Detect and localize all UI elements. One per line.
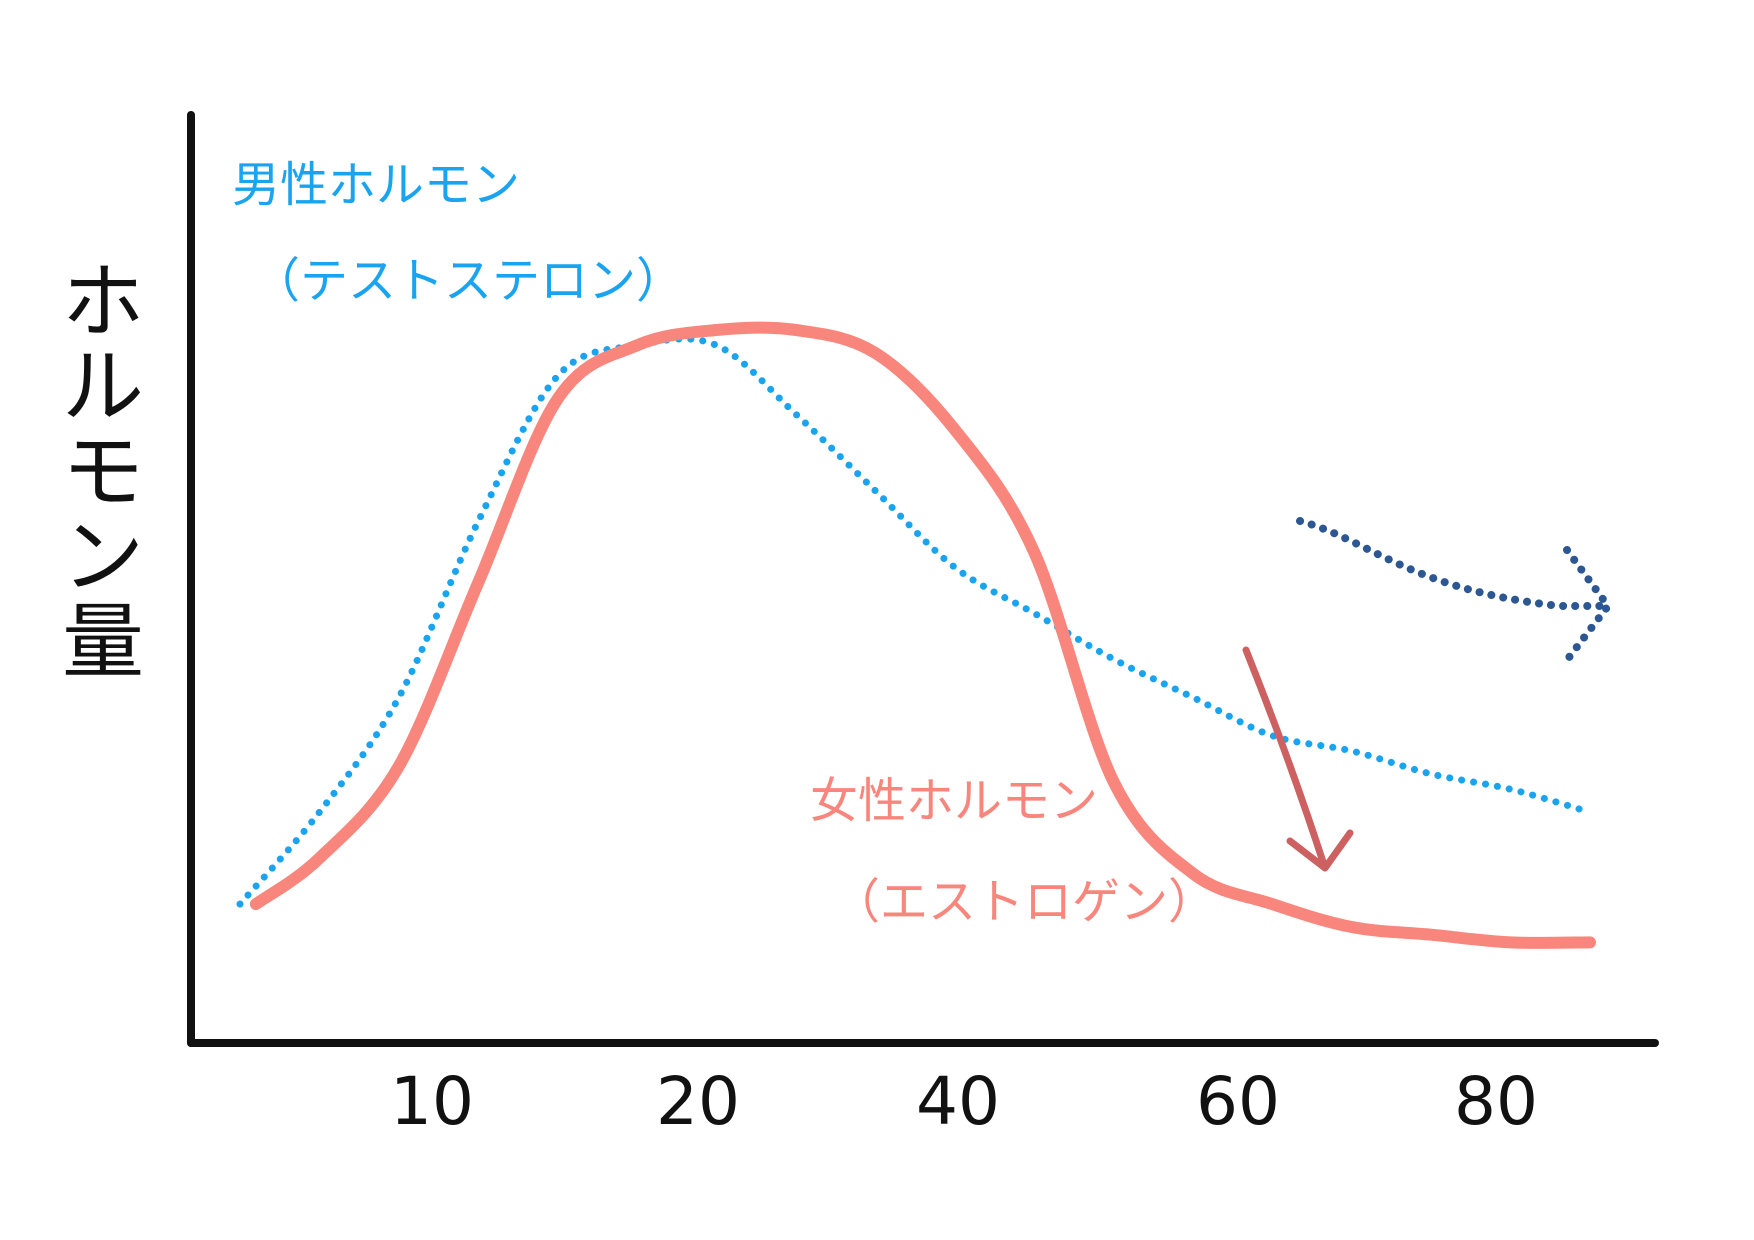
female-hormone-label: 女性ホルモン [810,773,1098,829]
x-tick-label: 40 [916,1063,1000,1140]
male-hormone-sublabel: （テストステロン） [252,253,684,309]
female-hormone-sublabel: （エストロゲン） [832,874,1216,930]
y-axis-label-char: モ [62,425,144,520]
y-axis-label: ホルモン量 [62,255,144,690]
x-tick-label: 20 [656,1063,740,1140]
y-axis-label-char: 量 [62,595,144,690]
female-hormone-line [249,321,1596,949]
male-hormone-line [236,335,1594,908]
x-tick-label: 10 [390,1063,474,1140]
x-tick-labels: 10 20 40 60 80 [390,1063,1538,1140]
x-tick-label: 80 [1454,1063,1538,1140]
continue-arrow [1296,517,1612,664]
y-axis-label-char: ン [62,510,144,605]
y-axis-label-char: ホ [62,255,144,350]
decline-arrow [1242,646,1354,872]
x-tick-label: 60 [1196,1063,1280,1140]
annotation-arrows [1242,517,1612,872]
series-layer [236,321,1596,949]
y-axis-label-char: ル [62,340,144,435]
male-hormone-label: 男性ホルモン [232,157,520,213]
